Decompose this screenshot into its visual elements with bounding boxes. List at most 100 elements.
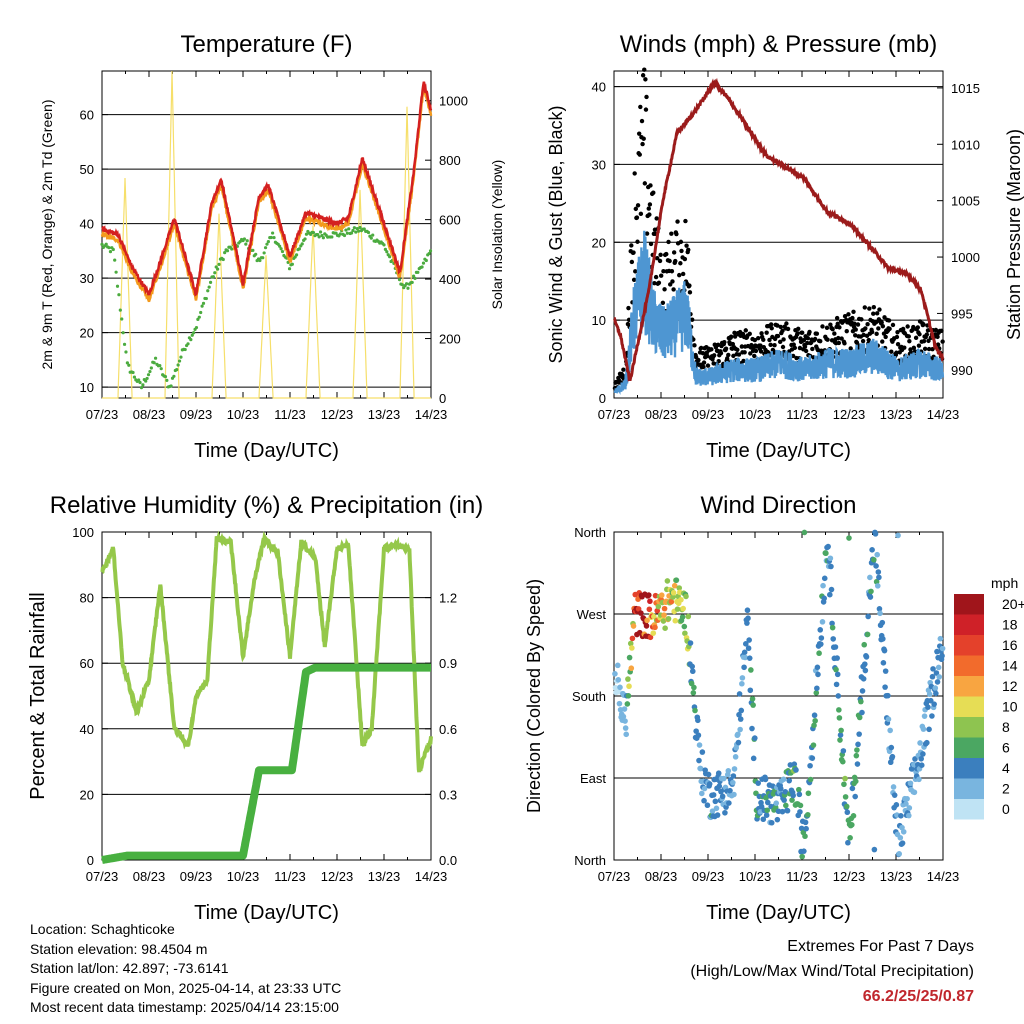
direction-point — [814, 685, 820, 692]
dewpoint-point — [265, 242, 269, 246]
y-tick-label: 10 — [592, 313, 606, 328]
gust-point — [812, 336, 818, 342]
gust-point — [656, 280, 662, 285]
extremes-subtitle: (High/Low/Max Wind/Total Precipitation) — [690, 963, 974, 980]
direction-point — [911, 761, 917, 768]
dewpoint-point — [404, 282, 409, 286]
gust-point — [646, 206, 651, 211]
gust-point — [768, 342, 773, 348]
direction-point — [706, 781, 713, 787]
dewpoint-point — [189, 338, 193, 342]
gust-point — [728, 334, 734, 339]
direction-point — [616, 700, 623, 707]
gust-point — [863, 326, 868, 331]
direction-point — [626, 683, 632, 690]
gust-point — [882, 315, 887, 320]
gust-point — [894, 350, 899, 355]
direction-point — [764, 807, 771, 814]
direction-point — [929, 713, 935, 719]
legend-label: 6 — [1002, 740, 1010, 756]
gust-point — [732, 334, 738, 339]
gust-point — [907, 338, 912, 344]
dewpoint-point — [279, 247, 283, 251]
dewpoint-point — [311, 230, 316, 235]
y-tick-label: 40 — [592, 80, 606, 95]
direction-point — [713, 805, 720, 812]
gust-point — [791, 342, 796, 347]
gust-point — [780, 344, 786, 350]
gust-point — [894, 334, 900, 340]
direction-point — [737, 726, 743, 733]
direction-point — [856, 731, 862, 737]
gust-point — [748, 351, 753, 356]
dewpoint-point — [349, 231, 354, 235]
created-text: Figure created on Mon, 2025-04-14, at 23… — [30, 979, 342, 996]
direction-point — [871, 556, 877, 563]
direction-point — [900, 828, 907, 835]
direction-point — [690, 690, 697, 696]
direction-point — [898, 813, 904, 819]
dewpoint-point — [213, 271, 217, 275]
direction-point — [882, 668, 889, 674]
x-tick-label: 09/23 — [692, 869, 725, 884]
direction-point — [803, 825, 809, 832]
gust-point — [902, 345, 907, 350]
direction-point — [744, 620, 750, 626]
direction-point — [834, 655, 840, 661]
gust-point — [652, 281, 657, 286]
direction-point — [737, 716, 744, 722]
dewpoint-point — [117, 293, 121, 297]
gust-point — [764, 330, 769, 335]
dewpoint-point — [421, 261, 426, 265]
dewpoint-point — [139, 386, 144, 390]
y-tick-label: West — [577, 607, 607, 622]
direction-point — [835, 693, 842, 699]
x-tick-label: 13/23 — [368, 869, 401, 884]
dewpoint-point — [304, 232, 309, 236]
direction-point — [661, 612, 667, 618]
direction-point — [746, 655, 753, 661]
y2-tick-label: 1000 — [439, 94, 468, 109]
direction-point — [828, 586, 835, 593]
direction-point — [715, 770, 722, 776]
legend-swatch — [954, 635, 984, 656]
y-tick-label: South — [572, 689, 606, 704]
direction-point — [705, 771, 712, 778]
y2-tick-label: 1.2 — [439, 591, 457, 606]
direction-point — [837, 737, 843, 743]
direction-point — [873, 563, 879, 569]
gust-point — [718, 350, 724, 356]
direction-point — [750, 755, 757, 762]
y-tick-label: 80 — [80, 591, 94, 606]
direction-point — [670, 589, 677, 596]
gust-point — [777, 339, 783, 345]
dewpoint-point — [204, 296, 208, 301]
direction-point — [720, 775, 727, 782]
direction-point — [699, 749, 706, 755]
latlon-text: Station lat/lon: 42.897; -73.6141 — [30, 960, 229, 976]
y2-tick-label: 1010 — [951, 137, 980, 152]
gust-point — [873, 320, 879, 325]
gust-point — [664, 251, 669, 257]
direction-point — [872, 531, 879, 537]
y-tick-label: 40 — [80, 722, 94, 737]
humidity-x-axis: 07/23 08/23 09/23 10/23 11/23 12/23 13/23 14/23 — [86, 532, 447, 884]
direction-point — [813, 690, 820, 696]
gust-point — [839, 336, 844, 341]
direction-point — [625, 676, 631, 682]
direction-point — [939, 645, 946, 652]
direction-point — [627, 640, 634, 647]
x-tick-label: 14/23 — [927, 869, 960, 884]
direction-point — [818, 635, 825, 641]
gust-point — [911, 345, 917, 351]
winds-y-axis-right: 990 995 1000 1005 1010 1015 — [937, 81, 980, 378]
direction-point — [736, 711, 742, 718]
wind-line — [613, 230, 945, 396]
x-tick-label: 07/23 — [598, 869, 631, 884]
dewpoint-point — [347, 227, 351, 231]
dewpoint-point — [382, 243, 386, 247]
dewpoint-point — [223, 251, 227, 255]
dewpoint-point — [111, 247, 115, 252]
x-tick-label: 11/23 — [786, 869, 818, 884]
direction-point — [885, 692, 891, 699]
